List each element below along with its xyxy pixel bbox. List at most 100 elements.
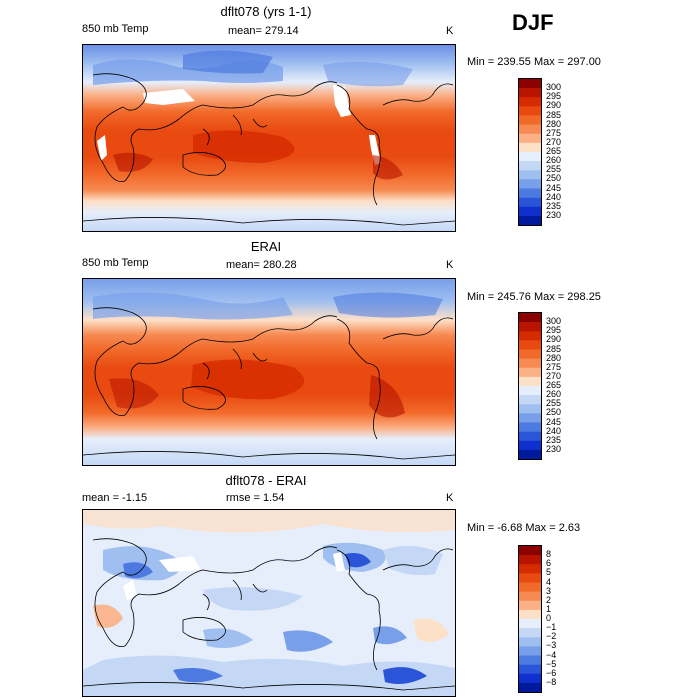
colorbar-tick-label: −6 xyxy=(546,667,557,678)
colorbar-swatch xyxy=(519,591,541,602)
colorbar-tick-label: 265 xyxy=(546,146,562,156)
colorbar-tick-label: 255 xyxy=(546,398,562,409)
colorbar-swatch xyxy=(519,206,541,217)
colorbar-swatch xyxy=(519,367,541,378)
panel-3-colorbar xyxy=(518,545,542,693)
panel-1-map xyxy=(82,44,456,232)
colorbar-swatch xyxy=(519,340,541,350)
colorbar-tick-label: 235 xyxy=(546,434,562,445)
colorbar-tick-label: 6 xyxy=(546,558,552,569)
colorbar-swatch xyxy=(519,395,541,405)
panel-1-units: K xyxy=(446,25,454,37)
colorbar-swatch xyxy=(519,655,541,665)
colorbar-tick-label: 275 xyxy=(546,127,562,138)
panel-1-range: Min = 239.55 Max = 297.00 xyxy=(467,56,601,68)
colorbar-swatch xyxy=(519,79,541,89)
panel-3-map xyxy=(82,509,456,697)
colorbar-tick-label: 300 xyxy=(546,82,562,93)
colorbar-tick-label: 260 xyxy=(546,389,562,400)
panel-1-colorbar xyxy=(518,78,542,226)
colorbar-tick-label: 8 xyxy=(546,549,552,560)
colorbar-tick-label: 270 xyxy=(546,136,562,147)
colorbar-swatch xyxy=(519,124,541,135)
colorbar-tick-label: 230 xyxy=(546,443,562,454)
colorbar-swatch xyxy=(519,115,541,125)
panel-2-colorbar xyxy=(518,312,542,460)
colorbar-swatch xyxy=(519,628,541,638)
colorbar-tick-label: −4 xyxy=(546,649,557,660)
colorbar-tick-label: 270 xyxy=(546,370,562,381)
colorbar-swatch xyxy=(519,440,541,451)
panel-2-left-label: 850 mb Temp xyxy=(82,257,149,269)
colorbar-swatch xyxy=(519,422,541,432)
colorbar-swatch xyxy=(519,215,541,225)
colorbar-tick-label: 245 xyxy=(546,416,562,427)
colorbar-tick-label: 235 xyxy=(546,200,562,211)
panel-1-title: dflt078 (yrs 1-1) xyxy=(220,4,312,19)
colorbar-swatch xyxy=(519,331,541,341)
colorbar-swatch xyxy=(519,170,541,180)
colorbar-tick-label: 290 xyxy=(546,100,562,111)
colorbar-swatch xyxy=(519,555,541,565)
panel-3-range: Min = -6.68 Max = 2.63 xyxy=(467,522,581,534)
colorbar-swatch xyxy=(519,609,541,620)
colorbar-tick-label: 4 xyxy=(546,576,552,587)
colorbar-swatch xyxy=(519,152,541,162)
colorbar-swatch xyxy=(519,646,541,656)
colorbar-tick-label: −2 xyxy=(546,631,557,642)
colorbar-swatch xyxy=(519,313,541,323)
panel-3-units: K xyxy=(446,492,454,504)
colorbar-swatch xyxy=(519,682,541,692)
colorbar-tick-label: 280 xyxy=(546,352,562,363)
colorbar-tick-label: 3 xyxy=(546,585,552,596)
colorbar-tick-label: 240 xyxy=(546,425,562,436)
colorbar-tick-label: 295 xyxy=(546,325,562,336)
colorbar-tick-label: 275 xyxy=(546,361,562,372)
colorbar-swatch xyxy=(519,106,541,116)
colorbar-tick-label: 260 xyxy=(546,155,562,166)
panel-3-mean-label: mean = -1.15 xyxy=(82,492,148,504)
colorbar-swatch xyxy=(519,600,541,611)
colorbar-swatch xyxy=(519,637,541,647)
colorbar-tick-label: 280 xyxy=(546,118,562,129)
colorbar-swatch xyxy=(519,188,541,198)
colorbar-tick-label: 0 xyxy=(546,613,552,623)
colorbar-swatch xyxy=(519,179,541,189)
panel-3-title: dflt078 - ERAI xyxy=(225,473,307,488)
colorbar-tick-label: 240 xyxy=(546,191,562,202)
colorbar-tick-label: 250 xyxy=(546,407,562,418)
colorbar-swatch xyxy=(519,88,541,98)
panel-2-title: ERAI xyxy=(250,239,282,254)
colorbar-swatch xyxy=(519,133,541,144)
colorbar-tick-label: 2 xyxy=(546,594,552,605)
colorbar-tick-label: 285 xyxy=(546,343,562,354)
panel-2-mean-label: mean= 280.28 xyxy=(226,259,297,271)
colorbar-tick-label: 265 xyxy=(546,380,562,390)
colorbar-tick-label: 245 xyxy=(546,182,562,193)
colorbar-tick-label: 285 xyxy=(546,109,562,120)
colorbar-tick-label: 1 xyxy=(546,603,552,614)
colorbar-swatch xyxy=(519,546,541,556)
colorbar-tick-label: 5 xyxy=(546,567,552,578)
colorbar-swatch xyxy=(519,376,541,387)
colorbar-swatch xyxy=(519,573,541,583)
colorbar-tick-label: 250 xyxy=(546,173,562,184)
panel-1-mean-label: mean= 279.14 xyxy=(228,25,299,37)
colorbar-tick-label: 290 xyxy=(546,334,562,345)
season-label: DJF xyxy=(512,10,554,35)
colorbar-swatch xyxy=(519,449,541,459)
colorbar-tick-label: −1 xyxy=(546,622,557,633)
panel-2-map xyxy=(82,278,456,466)
colorbar-swatch xyxy=(519,404,541,414)
colorbar-swatch xyxy=(519,349,541,359)
colorbar-tick-label: −5 xyxy=(546,658,557,669)
colorbar-swatch xyxy=(519,582,541,592)
colorbar-tick-label: −8 xyxy=(546,676,557,687)
colorbar-swatch xyxy=(519,431,541,442)
colorbar-swatch xyxy=(519,619,541,629)
colorbar-swatch xyxy=(519,358,541,369)
colorbar-swatch xyxy=(519,142,541,153)
colorbar-tick-label: 300 xyxy=(546,316,562,327)
colorbar-swatch xyxy=(519,564,541,574)
panel-3-rmse-label: rmse = 1.54 xyxy=(226,492,285,504)
